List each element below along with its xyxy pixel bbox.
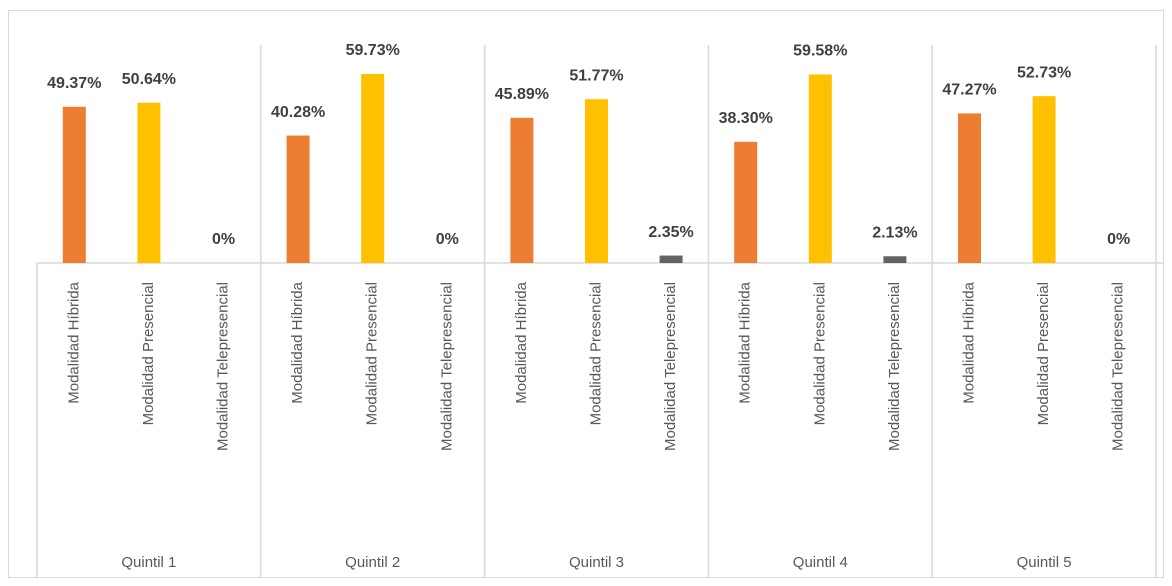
data-label: 38.30% xyxy=(719,110,773,127)
x-tick-label: Modalidad Presencial xyxy=(811,282,828,425)
x-tick-label: Modalidad Presencial xyxy=(364,282,381,425)
data-label: 51.77% xyxy=(569,67,623,84)
data-label: 59.58% xyxy=(793,43,847,60)
group-label: Quintil 2 xyxy=(345,554,400,571)
bar xyxy=(62,106,86,263)
data-label: 2.13% xyxy=(872,224,917,241)
x-tick-label: Modalidad Telepresencial xyxy=(438,282,455,451)
group-label: Quintil 4 xyxy=(793,554,848,571)
data-label: 45.89% xyxy=(495,86,549,103)
bar xyxy=(361,74,385,263)
x-tick-label: Modalidad Presencial xyxy=(1035,282,1052,425)
bar xyxy=(958,113,981,263)
group-label: Quintil 1 xyxy=(121,554,176,571)
data-label: 59.73% xyxy=(346,42,400,59)
data-label: 47.27% xyxy=(942,82,996,99)
data-label: 52.73% xyxy=(1017,64,1071,81)
bar xyxy=(286,135,310,263)
bar xyxy=(510,117,534,264)
group-label: Quintil 3 xyxy=(569,554,624,571)
data-label: 50.64% xyxy=(122,71,176,88)
x-tick-label: Modalidad Híbrida xyxy=(65,281,82,403)
bar xyxy=(883,256,907,263)
data-label: 0% xyxy=(1107,231,1130,248)
data-label: 0% xyxy=(212,231,235,248)
x-tick-label: Modalidad Telepresencial xyxy=(662,282,679,451)
x-tick-label: Modalidad Híbrida xyxy=(737,281,754,403)
bar xyxy=(659,255,683,263)
x-tick-label: Modalidad Híbrida xyxy=(960,281,977,403)
bar xyxy=(808,74,832,263)
bar xyxy=(734,141,758,263)
x-tick-label: Modalidad Presencial xyxy=(140,282,157,425)
group-label: Quintil 5 xyxy=(1017,554,1072,571)
data-label: 49.37% xyxy=(47,75,101,92)
bar xyxy=(1032,96,1056,263)
x-tick-label: Modalidad Híbrida xyxy=(513,281,530,403)
data-label: 40.28% xyxy=(271,104,325,121)
bar xyxy=(137,102,161,263)
x-tick-label: Modalidad Telepresencial xyxy=(1110,282,1127,451)
data-label: 2.35% xyxy=(648,224,693,241)
x-tick-label: Modalidad Presencial xyxy=(587,282,604,425)
bar xyxy=(585,99,608,263)
data-label: 0% xyxy=(436,231,459,248)
x-tick-label: Modalidad Telepresencial xyxy=(214,282,231,451)
x-tick-label: Modalidad Híbrida xyxy=(289,281,306,403)
x-tick-label: Modalidad Telepresencial xyxy=(886,282,903,451)
